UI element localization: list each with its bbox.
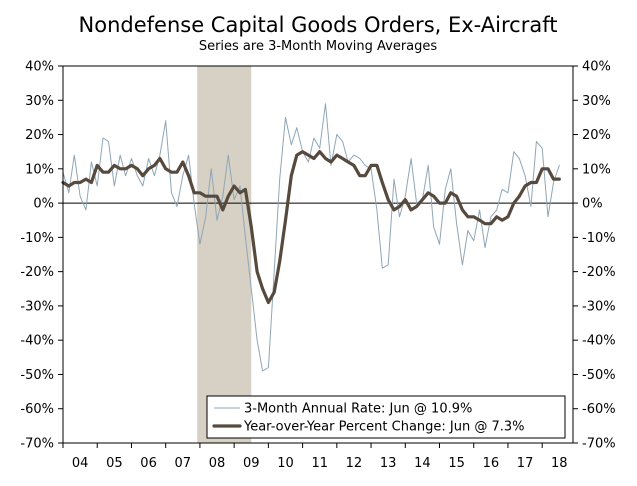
y-tick-label-right: -10% [582,231,616,246]
y-tick-label-left: 10% [25,162,54,177]
x-tick-label: 06 [140,456,157,471]
y-tick-label-left: 20% [25,128,54,143]
y-tick-label-left: 30% [25,94,54,109]
x-axis: 04 05 06 07 08 09 10 11 12 13 14 15 16 17 18 [62,443,568,471]
y-tick-label-right: 0% [582,197,603,212]
x-tick-label: 13 [380,456,397,471]
legend: 3-Month Annual Rate: Jun @ 10.9% Year-ov… [206,395,566,439]
y-tick-label-left: 0% [33,197,54,212]
legend-box [206,395,566,439]
y-tick-label-right: -40% [582,334,616,349]
x-tick-label: 05 [106,456,123,471]
plot-border [62,65,574,444]
y-tick-label-right: -20% [582,265,616,280]
y-tick-label-left: -30% [20,299,54,314]
y-tick-label-left: -20% [20,265,54,280]
y-tick-label-right: 10% [582,162,611,177]
series-line-yoy-change [61,150,561,305]
y-tick-label-right: 20% [582,128,611,143]
y-tick-label-right: 30% [582,94,611,109]
legend-label-yoy-change: Year-over-Year Percent Change: Jun @ 7.3… [243,420,525,435]
chart-subtitle: Series are 3-Month Moving Averages [199,39,438,54]
y-tick-label-left: -60% [20,402,54,417]
x-tick-label: 04 [72,456,89,471]
x-tick-label: 11 [311,456,328,471]
x-tick-label: 15 [448,456,465,471]
x-tick-label: 14 [414,456,431,471]
y-tick-label-right: -50% [582,368,616,383]
recession-band [197,66,252,443]
y-tick-label-left: -10% [20,231,54,246]
x-tick-label: 10 [277,456,294,471]
y-axis-left: 40% 30% 20% 10% 0% -10% -20% -30% -40% -50% -60% -7… [20,60,63,452]
y-tick-label-left: -50% [20,368,54,383]
y-tick-label-right: -30% [582,299,616,314]
y-tick-label-left: 40% [25,60,54,75]
x-tick-label: 17 [517,456,534,471]
x-tick-label: 08 [209,456,226,471]
y-tick-label-left: -40% [20,334,54,349]
y-axis-right: 40% 30% 20% 10% 0% -10% -20% -30% -40% -50% -60% -7… [573,60,616,452]
legend-label-annual-rate: 3-Month Annual Rate: Jun @ 10.9% [244,402,472,417]
x-tick-label: 12 [346,456,363,471]
y-tick-label-right: -70% [582,437,616,452]
series-line-annual-rate [62,103,560,372]
y-tick-label-right: -60% [582,402,616,417]
x-tick-label: 18 [551,456,568,471]
x-tick-label: 09 [243,456,260,471]
y-tick-label-left: -70% [20,437,54,452]
y-tick-label-right: 40% [582,60,611,75]
series-layer [61,103,561,372]
chart-title: Nondefense Capital Goods Orders, Ex-Airc… [79,13,558,37]
x-tick-label: 16 [483,456,500,471]
x-tick-label: 07 [175,456,192,471]
